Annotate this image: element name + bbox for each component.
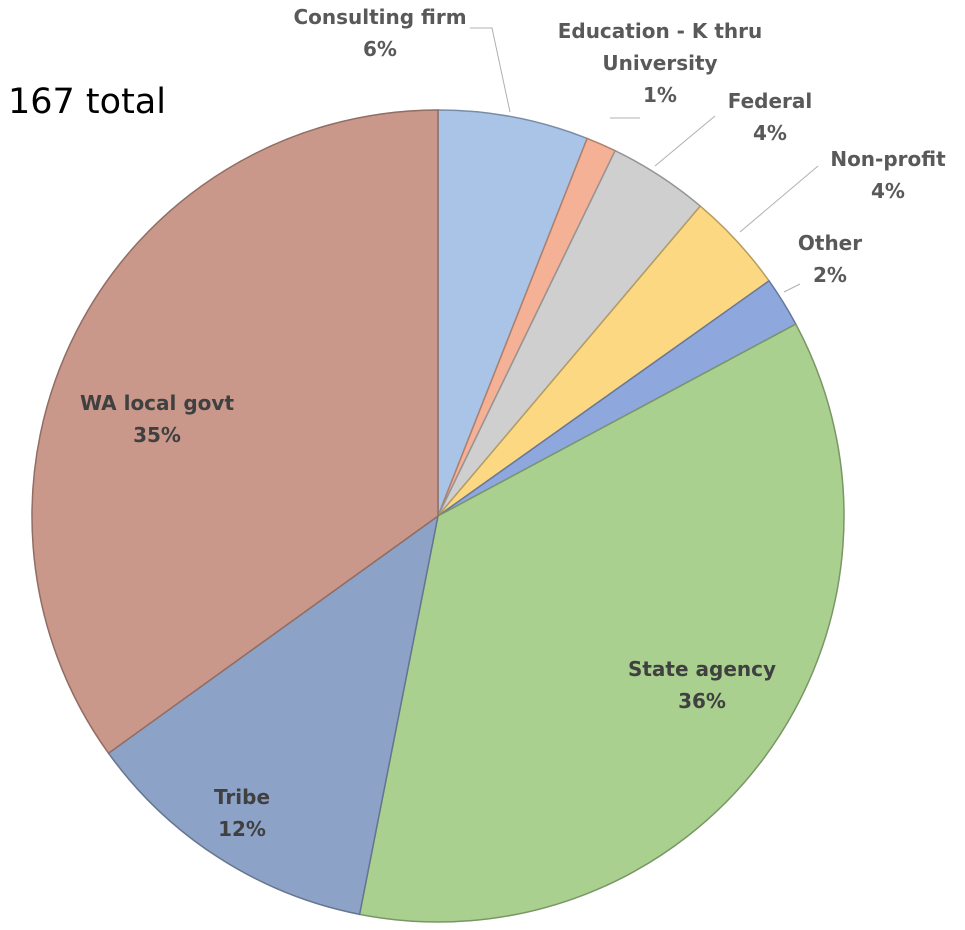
slice-label-state-agency: State agency 36% xyxy=(628,657,776,713)
pie-slice-tribe xyxy=(107,514,440,916)
pie-slice-consulting-firm xyxy=(437,109,589,517)
slice-label-other: Other 2% xyxy=(798,231,862,287)
leader-line-consulting-firm xyxy=(470,27,511,113)
total-count-label: 167 total xyxy=(8,82,166,122)
leader-line-federal xyxy=(654,115,716,167)
leader-lines xyxy=(470,27,819,293)
slice-label-non-profit: Non-profit 4% xyxy=(830,147,946,203)
leader-line-other xyxy=(783,283,801,293)
pie-slice-wa-local-govt xyxy=(31,109,439,755)
slice-label-tribe: Tribe 12% xyxy=(214,785,270,841)
slice-label-consulting-firm: Consulting firm 6% xyxy=(293,5,466,61)
pie-slice-state-agency xyxy=(358,323,845,923)
slice-label-wa-local-govt: WA local govt 35% xyxy=(80,391,234,447)
slice-label-federal: Federal 4% xyxy=(728,89,813,145)
slice-label-education-k-thru-university: Education - K thru University 1% xyxy=(558,19,763,107)
pie-slices xyxy=(31,109,845,923)
leader-line-non-profit xyxy=(739,165,819,233)
slice-labels: Consulting firm 6% Education - K thru Unive… xyxy=(80,5,946,841)
